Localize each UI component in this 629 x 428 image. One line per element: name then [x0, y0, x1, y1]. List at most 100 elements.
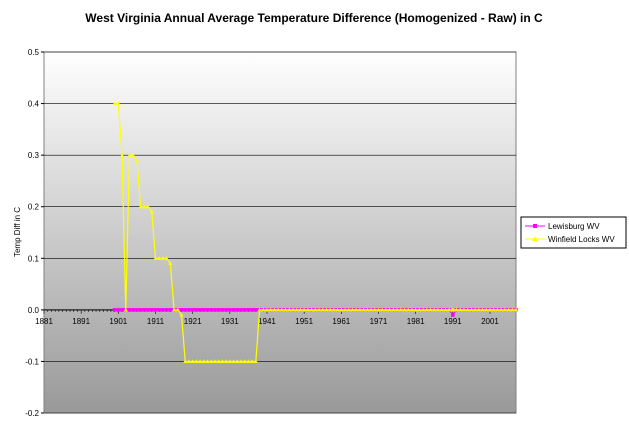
data-point: [242, 308, 247, 312]
data-point: [298, 307, 303, 312]
data-point: [376, 307, 381, 312]
data-point: [331, 307, 336, 312]
data-point: [183, 308, 188, 312]
data-point: [350, 307, 355, 312]
data-point: [153, 308, 158, 312]
data-point: [495, 307, 500, 312]
data-point: [235, 359, 240, 364]
data-point: [164, 308, 169, 312]
data-point: [305, 307, 310, 312]
data-point: [168, 308, 173, 312]
legend: Lewisburg WV Winfield Locks WV: [520, 216, 627, 249]
data-point: [421, 307, 426, 312]
data-point: [283, 307, 288, 312]
data-point: [406, 307, 411, 312]
data-point: [198, 308, 202, 312]
data-point: [216, 308, 221, 312]
data-point: [209, 359, 214, 364]
data-point: [383, 307, 388, 312]
data-point: [487, 307, 492, 312]
data-point: [391, 307, 396, 312]
data-point: [343, 307, 348, 312]
y-tick-label: 0.0: [28, 306, 40, 315]
data-point: [424, 307, 429, 312]
legend-label-lewisburg: Lewisburg WV: [548, 222, 600, 231]
data-point: [409, 307, 414, 312]
x-tick-label: 1921: [184, 317, 202, 326]
data-point: [254, 308, 258, 312]
data-point: [476, 307, 481, 312]
data-point: [361, 307, 366, 312]
data-point: [320, 307, 325, 312]
data-point: [175, 307, 180, 312]
data-point: [313, 307, 318, 312]
y-tick-label: 0.4: [28, 100, 40, 109]
data-point: [451, 313, 455, 317]
data-point: [484, 307, 489, 312]
data-point: [190, 308, 195, 312]
data-point: [135, 308, 139, 312]
data-point: [142, 308, 147, 312]
data-point: [458, 307, 463, 312]
data-point: [510, 307, 515, 312]
data-point: [142, 204, 147, 209]
data-point: [227, 359, 232, 364]
data-point: [324, 307, 329, 312]
x-tick-label: 1931: [221, 317, 239, 326]
data-point: [354, 307, 359, 312]
data-point: [131, 152, 136, 157]
data-point: [439, 307, 444, 312]
data-point: [164, 256, 169, 260]
data-point: [149, 308, 154, 312]
x-tick-label: 1901: [109, 317, 127, 326]
legend-marker-winfield: [532, 236, 538, 241]
data-point: [116, 308, 121, 312]
data-point: [202, 308, 206, 312]
series-layer: [112, 101, 518, 364]
data-point: [172, 307, 177, 312]
plot-area: [43, 51, 517, 414]
data-point: [146, 308, 150, 312]
data-point: [157, 256, 162, 260]
data-point: [224, 308, 228, 312]
y-tick-label: 0.2: [28, 203, 40, 212]
data-point: [153, 256, 158, 260]
data-point: [372, 307, 377, 312]
x-axis-tick-labels: 1881 1891 1901 1911 1921 1931 1941 1951 1961 1971…: [35, 317, 499, 326]
legend-box: [520, 216, 627, 249]
data-point: [279, 307, 284, 312]
data-point: [138, 308, 143, 312]
data-point: [443, 307, 448, 312]
legend-label-winfield: Winfield Locks WV: [548, 235, 615, 244]
data-point: [123, 307, 128, 312]
y-tick-label: -0.1: [25, 357, 39, 366]
x-tick-label: 1911: [147, 317, 165, 326]
y-tick-label: 0.3: [28, 151, 40, 160]
data-point: [369, 307, 374, 312]
data-point: [216, 359, 221, 364]
data-point: [398, 307, 403, 312]
data-point: [149, 209, 154, 214]
data-point: [491, 307, 496, 312]
data-point: [328, 307, 333, 312]
data-point: [146, 204, 151, 209]
y-tick-label: -0.2: [25, 409, 39, 418]
data-point: [287, 307, 292, 312]
data-point: [160, 256, 165, 260]
data-point: [357, 307, 362, 312]
data-point: [190, 359, 195, 364]
data-point: [387, 307, 392, 312]
data-point: [261, 307, 266, 312]
data-point: [116, 101, 121, 106]
data-point: [127, 152, 132, 157]
data-point: [205, 308, 210, 312]
chart-title: West Virginia Annual Average Temperature…: [85, 11, 543, 25]
data-point: [450, 307, 455, 312]
data-point: [112, 101, 117, 106]
y-tick-label: 0.5: [28, 48, 40, 57]
x-tick-label: 1971: [370, 317, 388, 326]
data-point: [220, 308, 225, 312]
data-point: [246, 359, 251, 364]
data-point: [205, 359, 210, 364]
